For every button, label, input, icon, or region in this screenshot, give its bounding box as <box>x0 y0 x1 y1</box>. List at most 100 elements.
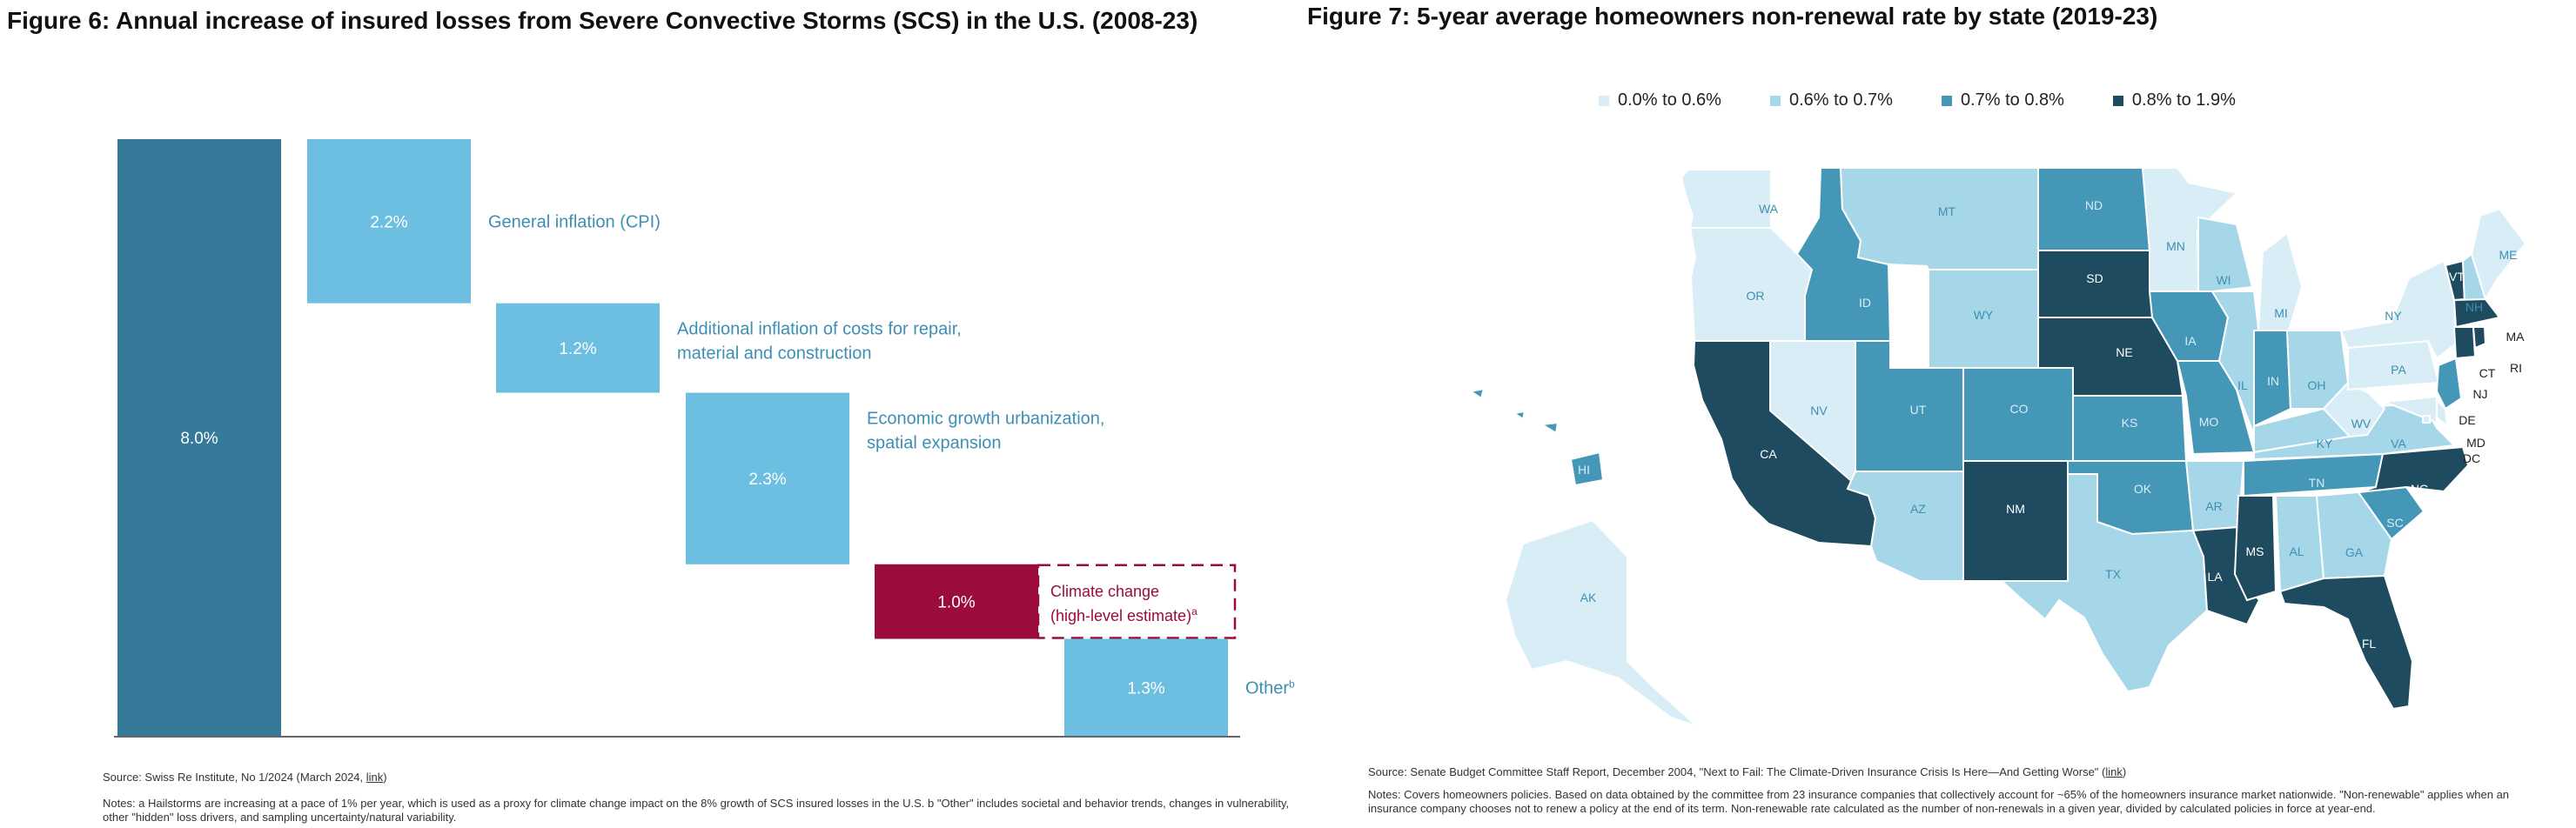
waterfall-bar-3 <box>686 392 849 564</box>
state-label-az: AZ <box>1910 502 1926 516</box>
state-label-ok: OK <box>2134 482 2152 496</box>
state-label-id: ID <box>1859 296 1871 310</box>
climate-estimate-box <box>1036 564 1237 639</box>
footnote-marker-5: b <box>1289 678 1295 690</box>
legend-label-2: 0.7% to 0.8% <box>1960 90 2064 110</box>
figure-7-notes: Notes: Covers homeowners policies. Based… <box>1368 788 2510 815</box>
bar-value-label-3: 2.3% <box>748 471 786 489</box>
bar-description-3-line-1: spatial expansion <box>867 434 1002 453</box>
state-label-in: IN <box>2267 374 2279 388</box>
waterfall-bars: 8.0% 2.2% General inflation (CPI) 1.2% Addit… <box>117 139 1295 736</box>
state-label-hi: HI <box>1578 463 1590 477</box>
state-label-or: OR <box>1747 289 1765 303</box>
state-hi <box>1468 387 1605 487</box>
state-wa <box>1680 169 1772 229</box>
state-label-md: MD <box>2466 436 2485 450</box>
state-label-fl: FL <box>2362 637 2377 651</box>
state-label-nh: NH <box>2465 300 2483 314</box>
state-fl <box>2278 574 2414 711</box>
state-label-wy: WY <box>1974 308 1994 322</box>
waterfall-bar-0 <box>117 139 281 736</box>
state-dc <box>2422 415 2431 424</box>
figure-6-title: Figure 6: Annual increase of insured los… <box>7 7 1198 34</box>
state-al <box>2274 495 2325 593</box>
state-label-il: IL <box>2237 378 2248 392</box>
figure-6-source: Source: Swiss Re Institute, No 1/2024 (M… <box>103 771 387 784</box>
state-label-ut: UT <box>1910 403 1927 417</box>
waterfall-bar-5 <box>1064 638 1228 736</box>
legend-label-0: 0.0% to 0.6% <box>1618 90 1721 110</box>
state-label-wv: WV <box>2351 417 2371 431</box>
state-label-co: CO <box>2010 402 2029 416</box>
state-label-sc: SC <box>2386 516 2403 530</box>
legend-swatch-2 <box>1941 95 1952 106</box>
state-label-ks: KS <box>2122 416 2138 430</box>
bar-value-label-1: 2.2% <box>370 213 407 231</box>
state-mt <box>1839 167 2039 270</box>
state-label-dc: DC <box>2463 451 2480 465</box>
state-ri <box>2472 326 2487 350</box>
state-label-nc: NC <box>2411 482 2428 496</box>
bar-value-label-0: 8.0% <box>180 430 218 448</box>
waterfall-bar-4 <box>875 564 1038 639</box>
state-label-ia: IA <box>2184 334 2197 348</box>
state-label-al: AL <box>2289 544 2304 558</box>
state-ar <box>2184 460 2245 532</box>
state-label-ky: KY <box>2317 437 2333 451</box>
state-il <box>2210 290 2264 436</box>
figure-6-source-link[interactable]: link <box>366 771 384 784</box>
state-label-ct: CT <box>2479 366 2496 380</box>
state-label-ri: RI <box>2510 361 2522 375</box>
footnote-marker-4: a <box>1191 605 1197 618</box>
waterfall-bar-2 <box>496 303 660 393</box>
state-label-tx: TX <box>2105 567 2122 581</box>
state-label-nd: ND <box>2085 198 2103 212</box>
map-state-labels: WA OR CA NV ID MT WY UT AZ CO NM ND SD NE KS OK TX MN IA MO… <box>1578 198 2525 651</box>
map-states <box>1468 167 2527 727</box>
state-label-pa: PA <box>2391 363 2406 377</box>
figure-6-notes: Notes: a Hailstorms are increasing at a … <box>103 797 1290 824</box>
bar-description-2-line-0: Additional inflation of costs for repair… <box>677 320 962 339</box>
map-legend: 0.0% to 0.6% 0.6% to 0.7% 0.7% to 0.8% 0.8%… <box>1599 90 2236 110</box>
state-label-ma: MA <box>2506 330 2526 344</box>
state-nc <box>2358 445 2470 493</box>
state-or <box>1688 227 1814 342</box>
state-label-ak: AK <box>1580 591 1597 604</box>
state-label-ga: GA <box>2345 545 2364 559</box>
bar-value-label-4: 1.0% <box>937 594 975 612</box>
bar-description-4-line-0: Climate change <box>1050 583 1159 600</box>
state-nm <box>1962 460 2069 582</box>
state-label-mt: MT <box>1938 204 1956 218</box>
legend-label-3: 0.8% to 1.9% <box>2131 90 2236 110</box>
bar-description-5-line-0: Otherb <box>1245 678 1295 698</box>
figure-6-panel: Figure 6: Annual increase of insured los… <box>7 7 1295 824</box>
state-label-oh: OH <box>2308 378 2326 392</box>
state-label-ar: AR <box>2205 499 2222 513</box>
legend-swatch-0 <box>1599 95 1609 106</box>
state-label-vt: VT <box>2449 270 2465 284</box>
bar-description-4-line-1: (high-level estimate)a <box>1050 605 1197 624</box>
state-label-la: LA <box>2207 570 2223 584</box>
state-label-ne: NE <box>2116 345 2132 359</box>
state-label-me: ME <box>2499 248 2518 262</box>
legend-item-3: 0.8% to 1.9% <box>2112 90 2236 110</box>
legend-item-1: 0.6% to 0.7% <box>1769 90 1893 110</box>
bar-description-2-line-1: material and construction <box>677 344 871 364</box>
legend-swatch-3 <box>2112 95 2123 106</box>
legend-item-0: 0.0% to 0.6% <box>1599 90 1721 110</box>
state-label-ny: NY <box>2385 309 2402 323</box>
waterfall-chart: 8.0% 2.2% General inflation (CPI) 1.2% Addit… <box>114 139 1295 738</box>
legend-swatch-1 <box>1769 95 1781 106</box>
us-choropleth-map: WA OR CA NV ID MT WY UT AZ CO NM ND SD NE KS OK TX MN IA MO… <box>1468 167 2527 727</box>
state-label-nm: NM <box>2006 502 2025 516</box>
state-label-nv: NV <box>1810 404 1828 417</box>
state-label-mo: MO <box>2199 415 2219 429</box>
state-label-wa: WA <box>1759 202 1779 216</box>
figure-7-panel: Figure 7: 5-year average homeowners non-… <box>1305 0 2576 828</box>
figure-7-source-link[interactable]: link <box>2105 765 2123 778</box>
legend-item-2: 0.7% to 0.8% <box>1941 90 2064 110</box>
legend-label-1: 0.6% to 0.7% <box>1788 90 1893 110</box>
state-ma <box>2452 297 2501 329</box>
figure-7-title: Figure 7: 5-year average homeowners non-… <box>1307 3 2158 30</box>
state-wi <box>2197 216 2254 292</box>
